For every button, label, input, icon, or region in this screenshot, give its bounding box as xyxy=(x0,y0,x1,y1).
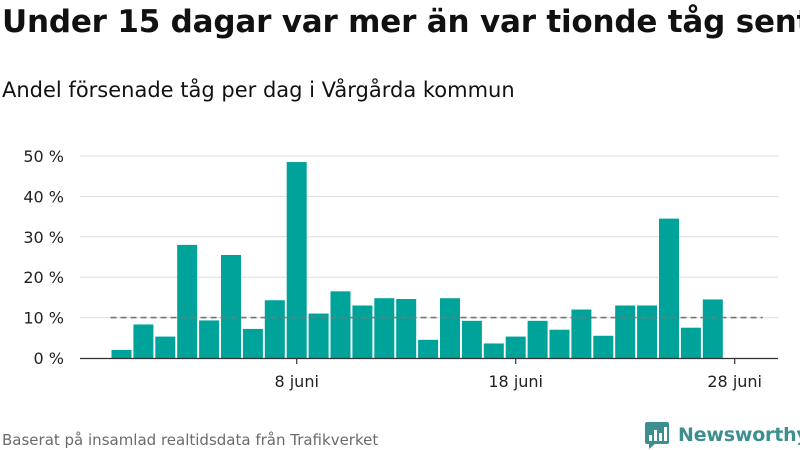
bar xyxy=(242,328,263,358)
bar xyxy=(549,329,570,358)
y-tick-label: 10 % xyxy=(23,309,64,328)
bar xyxy=(593,335,614,358)
chart-subtitle: Andel försenade tåg per dag i Vårgårda k… xyxy=(2,78,515,102)
bar xyxy=(155,336,176,358)
bar xyxy=(483,343,504,358)
bar xyxy=(330,291,351,358)
bar xyxy=(615,305,636,358)
bar xyxy=(177,244,198,358)
bar xyxy=(199,320,220,358)
y-axis-labels: 0 % 10 % 20 % 30 % 40 % 50 % xyxy=(23,147,64,368)
bar xyxy=(264,300,285,358)
bar xyxy=(659,218,679,358)
bar xyxy=(286,162,307,358)
source-note: Baserat på insamlad realtidsdata från Tr… xyxy=(2,431,379,449)
bar xyxy=(418,339,439,358)
bar xyxy=(396,299,417,358)
bar xyxy=(133,324,154,358)
y-tick-label: 40 % xyxy=(23,187,64,206)
y-tick-label: 30 % xyxy=(23,228,64,247)
bar xyxy=(461,320,482,358)
bars xyxy=(111,162,723,358)
bar xyxy=(111,349,132,358)
bar xyxy=(308,313,329,358)
y-tick-label: 50 % xyxy=(23,147,64,166)
bar xyxy=(637,305,658,358)
x-axis: 8 juni 18 juni 28 juni xyxy=(80,357,778,391)
bar xyxy=(680,327,701,358)
brand-name: Newsworthy xyxy=(678,424,800,446)
x-tick-label: 28 juni xyxy=(707,372,762,391)
bar xyxy=(702,299,723,358)
brand-logo: Newsworthy xyxy=(644,420,800,450)
bar-chart: 0 % 10 % 20 % 30 % 40 % 50 % 8 juni 18 juni 28 … xyxy=(23,147,778,391)
y-tick-label: 0 % xyxy=(34,349,64,368)
x-tick-label: 8 juni xyxy=(274,372,318,391)
y-tick-label: 20 % xyxy=(23,268,64,287)
bar xyxy=(527,320,548,358)
chart-title: Under 15 dagar var mer än var tionde tåg… xyxy=(2,4,800,40)
bar xyxy=(505,336,526,358)
newsworthy-logo-icon xyxy=(645,422,669,449)
bar xyxy=(374,298,395,358)
x-tick-label: 18 juni xyxy=(488,372,543,391)
bar xyxy=(221,254,241,358)
bar xyxy=(352,305,373,358)
bar xyxy=(440,298,460,358)
bar xyxy=(571,309,592,358)
